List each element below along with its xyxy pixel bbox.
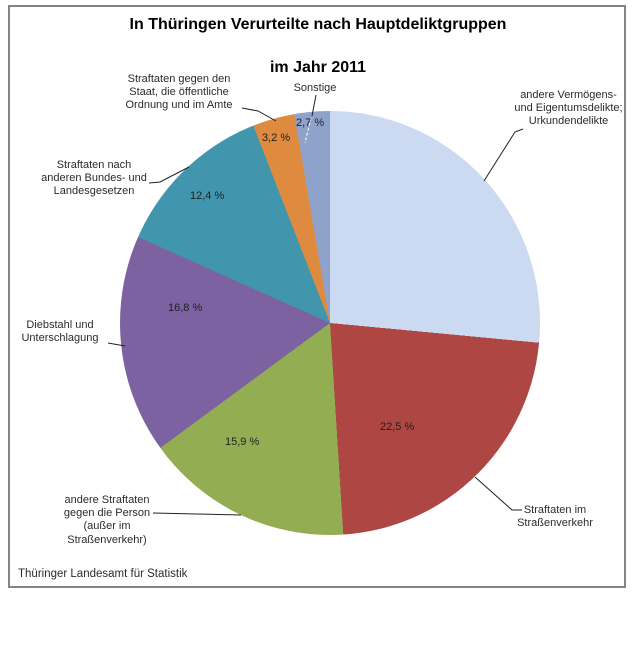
slice-label-staat: Straftaten gegen den Staat, die öffentli… — [125, 73, 233, 112]
slice-label-person: andere Straftaten gegen die Person (auße… — [63, 494, 151, 546]
slice-label-diebstahl: Diebstahl und Unterschlagung — [21, 319, 99, 345]
chart-title-line2: im Jahr 2011 — [269, 59, 367, 77]
chart-title-line1: In Thüringen Verurteilte nach Hauptdelik… — [129, 16, 507, 33]
slice-label-vermoegens: andere Vermögens- und Eigentumsdelikte; … — [514, 89, 623, 128]
percent-label-sonstige: 2,7 % — [296, 117, 325, 129]
slice-label-bundes: Straftaten nach anderen Bundes- und Land… — [41, 159, 147, 198]
percent-label-person: 15,9 % — [225, 436, 260, 448]
slice-label-sonstige: Sonstige — [293, 82, 337, 94]
percent-label-diebstahl: 16,8 % — [168, 302, 203, 314]
footer-source: Thüringer Landesamt für Statistik — [18, 568, 188, 580]
chart-title: In Thüringen Verurteilte nach Hauptdelik… — [0, 14, 636, 79]
pie-chart — [120, 111, 540, 535]
percent-label-staat: 3,2 % — [262, 132, 291, 144]
slice-label-strassenverkehr: Straftaten im Straßenverkehr — [517, 504, 593, 530]
percent-label-bundes: 12,4 % — [190, 190, 225, 202]
percent-label-strassenverkehr: 22,5 % — [380, 421, 415, 433]
